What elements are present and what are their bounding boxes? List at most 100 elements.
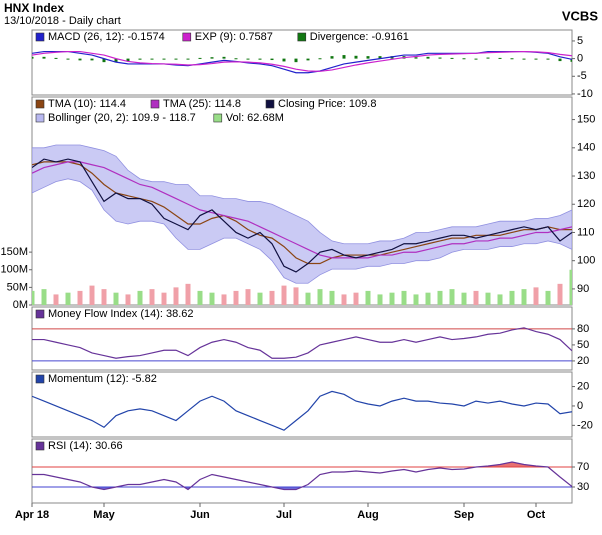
plot-area — [32, 50, 572, 74]
bar — [473, 290, 479, 305]
legend-swatch — [150, 99, 160, 109]
bar — [437, 290, 443, 305]
series-line — [32, 161, 572, 259]
y-tick-label: 80 — [577, 323, 589, 335]
legend-swatch — [297, 32, 307, 42]
bar — [186, 58, 190, 60]
bar — [401, 290, 407, 305]
bar — [450, 57, 454, 59]
bar — [414, 57, 418, 59]
bar — [102, 58, 106, 63]
bar — [449, 289, 455, 305]
bar — [570, 58, 572, 62]
bar — [53, 294, 59, 305]
bar — [498, 57, 502, 59]
x-tick-label: Sep — [454, 509, 474, 521]
bar — [413, 294, 419, 305]
bar — [78, 58, 82, 61]
bar — [377, 294, 383, 305]
y-tick-label: 0 — [577, 53, 583, 65]
bar — [341, 294, 347, 305]
bar — [521, 289, 527, 305]
bar — [32, 290, 35, 305]
legend-label: MACD (26, 12): -0.1574 — [48, 31, 165, 43]
series-line — [32, 158, 572, 273]
y2-tick-label: 150M — [0, 246, 28, 258]
bar — [509, 290, 515, 305]
y-tick-label: -5 — [577, 70, 587, 82]
y-tick-label: 90 — [577, 283, 589, 295]
panel — [31, 306, 573, 371]
bar — [32, 56, 34, 59]
bar — [353, 292, 359, 305]
bar — [77, 290, 83, 305]
bar — [54, 57, 58, 59]
x-tick-label: Oct — [527, 509, 546, 521]
bar — [270, 58, 274, 61]
series-line — [32, 161, 572, 265]
series-line — [32, 390, 572, 431]
legend-label: Closing Price: 109.8 — [278, 98, 376, 110]
y2-tick-label: 50M — [7, 281, 28, 293]
chart-subtitle: 13/10/2018 - Daily chart — [4, 15, 121, 27]
bar — [510, 58, 514, 60]
bar — [294, 58, 298, 63]
y-tick-label: 130 — [577, 170, 595, 182]
y-tick-label: 5 — [577, 35, 583, 47]
bar — [210, 57, 214, 59]
y-tick-label: -20 — [577, 419, 593, 431]
bar — [125, 294, 131, 305]
bar — [354, 55, 358, 59]
bar — [534, 58, 538, 60]
legend-swatch — [35, 309, 45, 319]
bar — [569, 269, 572, 305]
legend-swatch — [35, 113, 45, 123]
bar — [378, 56, 382, 59]
bar — [281, 285, 287, 305]
legend-swatch — [182, 32, 192, 42]
legend-label: RSI (14): 30.66 — [48, 440, 123, 452]
legend-label: TMA (25): 114.8 — [163, 98, 241, 110]
bar — [342, 55, 346, 59]
legend-swatch — [35, 374, 45, 384]
y-tick-label: 150 — [577, 113, 595, 125]
bar — [173, 287, 179, 305]
bar — [462, 58, 466, 60]
bar — [558, 58, 562, 62]
bar — [233, 290, 239, 305]
bar — [366, 56, 370, 59]
plot-area — [32, 327, 572, 362]
y2-tick-label: 100M — [0, 264, 28, 276]
bar — [246, 58, 250, 60]
bar — [234, 58, 238, 60]
bar — [90, 58, 94, 61]
y-tick-label: 120 — [577, 198, 595, 210]
bar — [258, 58, 262, 60]
bar — [114, 58, 118, 63]
bar — [329, 290, 335, 305]
bar — [41, 289, 47, 305]
bar — [426, 56, 430, 59]
plot-area — [32, 390, 572, 431]
bar — [282, 58, 286, 62]
bar — [305, 292, 311, 305]
legend-label: Vol: 62.68M — [226, 112, 284, 124]
bar — [485, 292, 491, 305]
bar — [389, 292, 395, 305]
bar — [174, 58, 178, 60]
panel — [31, 371, 573, 438]
chart-title: HNX Index — [4, 1, 64, 15]
bar — [438, 57, 442, 59]
bar — [197, 290, 203, 305]
bar — [209, 292, 215, 305]
bar — [474, 58, 478, 60]
bar — [150, 58, 154, 60]
threshold-fill — [32, 462, 572, 467]
bar — [545, 290, 551, 305]
bar — [65, 292, 71, 305]
y-tick-label: 100 — [577, 255, 595, 267]
bar — [138, 58, 142, 60]
y-tick-label: 20 — [577, 355, 589, 367]
bar — [269, 290, 275, 305]
